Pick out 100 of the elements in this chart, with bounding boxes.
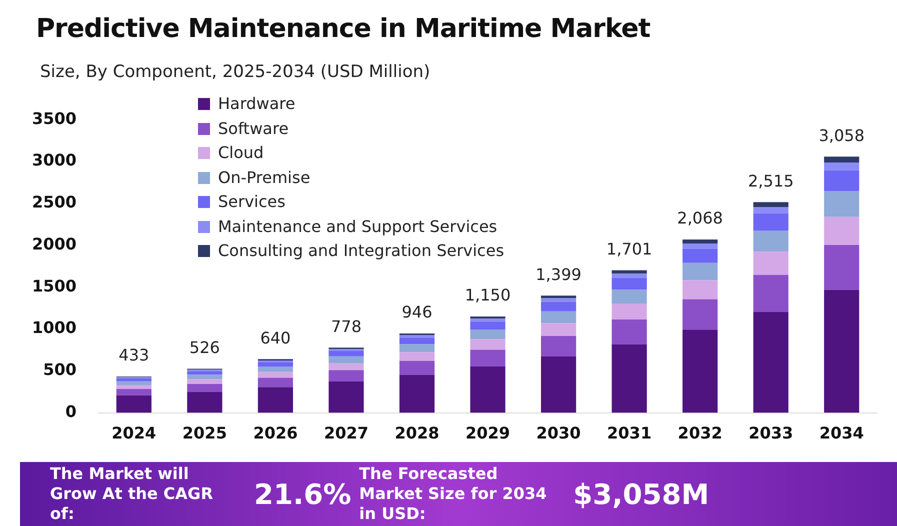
bar: [540, 336, 576, 357]
bar: [187, 371, 222, 375]
bar: [540, 298, 576, 302]
legend-label: Hardware: [218, 93, 296, 115]
bar: [399, 374, 435, 413]
bar: [470, 366, 506, 413]
bar: [470, 339, 506, 350]
legend-label: On-Premise: [218, 166, 310, 188]
chart-subtitle: Size, By Component, 2025-2034 (USD Million): [40, 62, 430, 82]
bar: [470, 350, 506, 367]
legend-label: Maintenance and Support Services: [218, 216, 498, 238]
bar: [682, 248, 718, 263]
y-tick-label: 1500: [32, 276, 77, 296]
bar: [328, 356, 364, 363]
text: $3,058M: [573, 478, 710, 510]
bar: [328, 351, 364, 356]
bar: [540, 296, 576, 298]
bar: [187, 374, 222, 380]
bar: [399, 352, 435, 361]
bar: [399, 344, 435, 352]
total-label: 1,399: [536, 264, 582, 284]
x-tick-label: 2025: [182, 424, 227, 443]
bar: [612, 290, 647, 304]
bar: [682, 262, 718, 280]
bar: [258, 387, 294, 413]
bar: [540, 302, 576, 312]
bar: [116, 378, 152, 382]
total-label: 2,515: [748, 171, 794, 190]
total-label: 526: [189, 338, 220, 357]
bar: [753, 312, 788, 413]
bar: [682, 244, 718, 249]
x-tick-label: 2024: [112, 424, 156, 443]
bar: [682, 280, 718, 300]
legend-label: Services: [218, 191, 286, 213]
bar: [540, 323, 576, 336]
y-tick-label: 500: [43, 360, 77, 380]
bar: [753, 206, 788, 214]
bar: [116, 389, 152, 396]
y-tick-label: 1000: [32, 318, 77, 338]
x-tick-label: 2032: [678, 424, 722, 443]
bar: [540, 311, 576, 324]
bar: [824, 245, 860, 290]
bar: [116, 384, 152, 390]
bar: [258, 366, 294, 372]
y-tick-label: 3500: [32, 108, 77, 128]
y-tick-label: 2000: [32, 234, 77, 254]
bar: [824, 216, 860, 246]
legend-label: Consulting and Integration Services: [218, 240, 504, 262]
bar: [753, 230, 788, 252]
bar: [824, 170, 860, 192]
text: The Market will Grow At the CAGR of:: [50, 464, 214, 524]
bar: [612, 278, 647, 290]
bar: [258, 362, 294, 366]
bar: [470, 329, 506, 340]
x-tick-label: 2033: [748, 424, 794, 443]
y-tick-label: 2500: [32, 192, 77, 212]
x-tick-label: 2028: [394, 424, 440, 443]
bar: [682, 240, 718, 244]
total-label: 946: [402, 302, 432, 322]
bar: [470, 322, 506, 330]
total-label: 1,150: [464, 286, 511, 305]
bar: [540, 356, 576, 413]
bar: [187, 392, 222, 413]
bar: [753, 252, 788, 275]
bar: [612, 319, 647, 344]
bar: [399, 360, 435, 375]
text: The Forecasted Market Size for 2034 in USD:: [359, 464, 548, 524]
bar: [258, 378, 294, 388]
bar: [399, 338, 435, 344]
total-label: 640: [260, 328, 291, 348]
chart-title: Predictive Maintenance in Maritime Market: [36, 14, 650, 44]
legend-label: Software: [218, 118, 289, 140]
x-tick-label: 2034: [819, 424, 864, 443]
bar: [328, 370, 364, 382]
x-tick-label: 2029: [466, 424, 510, 443]
bar: [824, 191, 860, 217]
bar: [824, 290, 860, 413]
bar: [612, 344, 647, 413]
bar: [682, 299, 718, 330]
bar: [753, 274, 788, 312]
legend-label: Cloud: [218, 142, 264, 164]
total-label: 1,701: [606, 239, 652, 258]
bar: [824, 162, 860, 170]
total-label: 778: [330, 316, 362, 336]
bar: [753, 213, 788, 231]
bar: [612, 304, 647, 320]
total-label: 2,068: [677, 208, 723, 228]
bar: [470, 318, 506, 322]
bar: [612, 274, 647, 278]
bar: [328, 382, 364, 413]
bar: [187, 384, 222, 392]
bar: [187, 379, 222, 384]
y-tick-label: 0: [65, 402, 77, 421]
bar: [470, 316, 506, 319]
x-tick-label: 2027: [324, 424, 368, 443]
x-tick-label: 2031: [607, 424, 652, 443]
bar: [753, 202, 788, 207]
bar: [116, 395, 152, 413]
bar: [824, 156, 860, 162]
x-tick-label: 2026: [253, 424, 298, 443]
